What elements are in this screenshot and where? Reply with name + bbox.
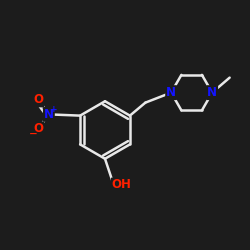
Text: OH: OH (112, 178, 132, 192)
Text: N: N (207, 86, 217, 99)
Text: N: N (44, 108, 54, 121)
Text: O: O (33, 93, 43, 106)
Text: N: N (166, 86, 176, 99)
Text: O: O (33, 122, 43, 136)
Text: −: − (29, 129, 38, 139)
Text: +: + (50, 105, 58, 114)
